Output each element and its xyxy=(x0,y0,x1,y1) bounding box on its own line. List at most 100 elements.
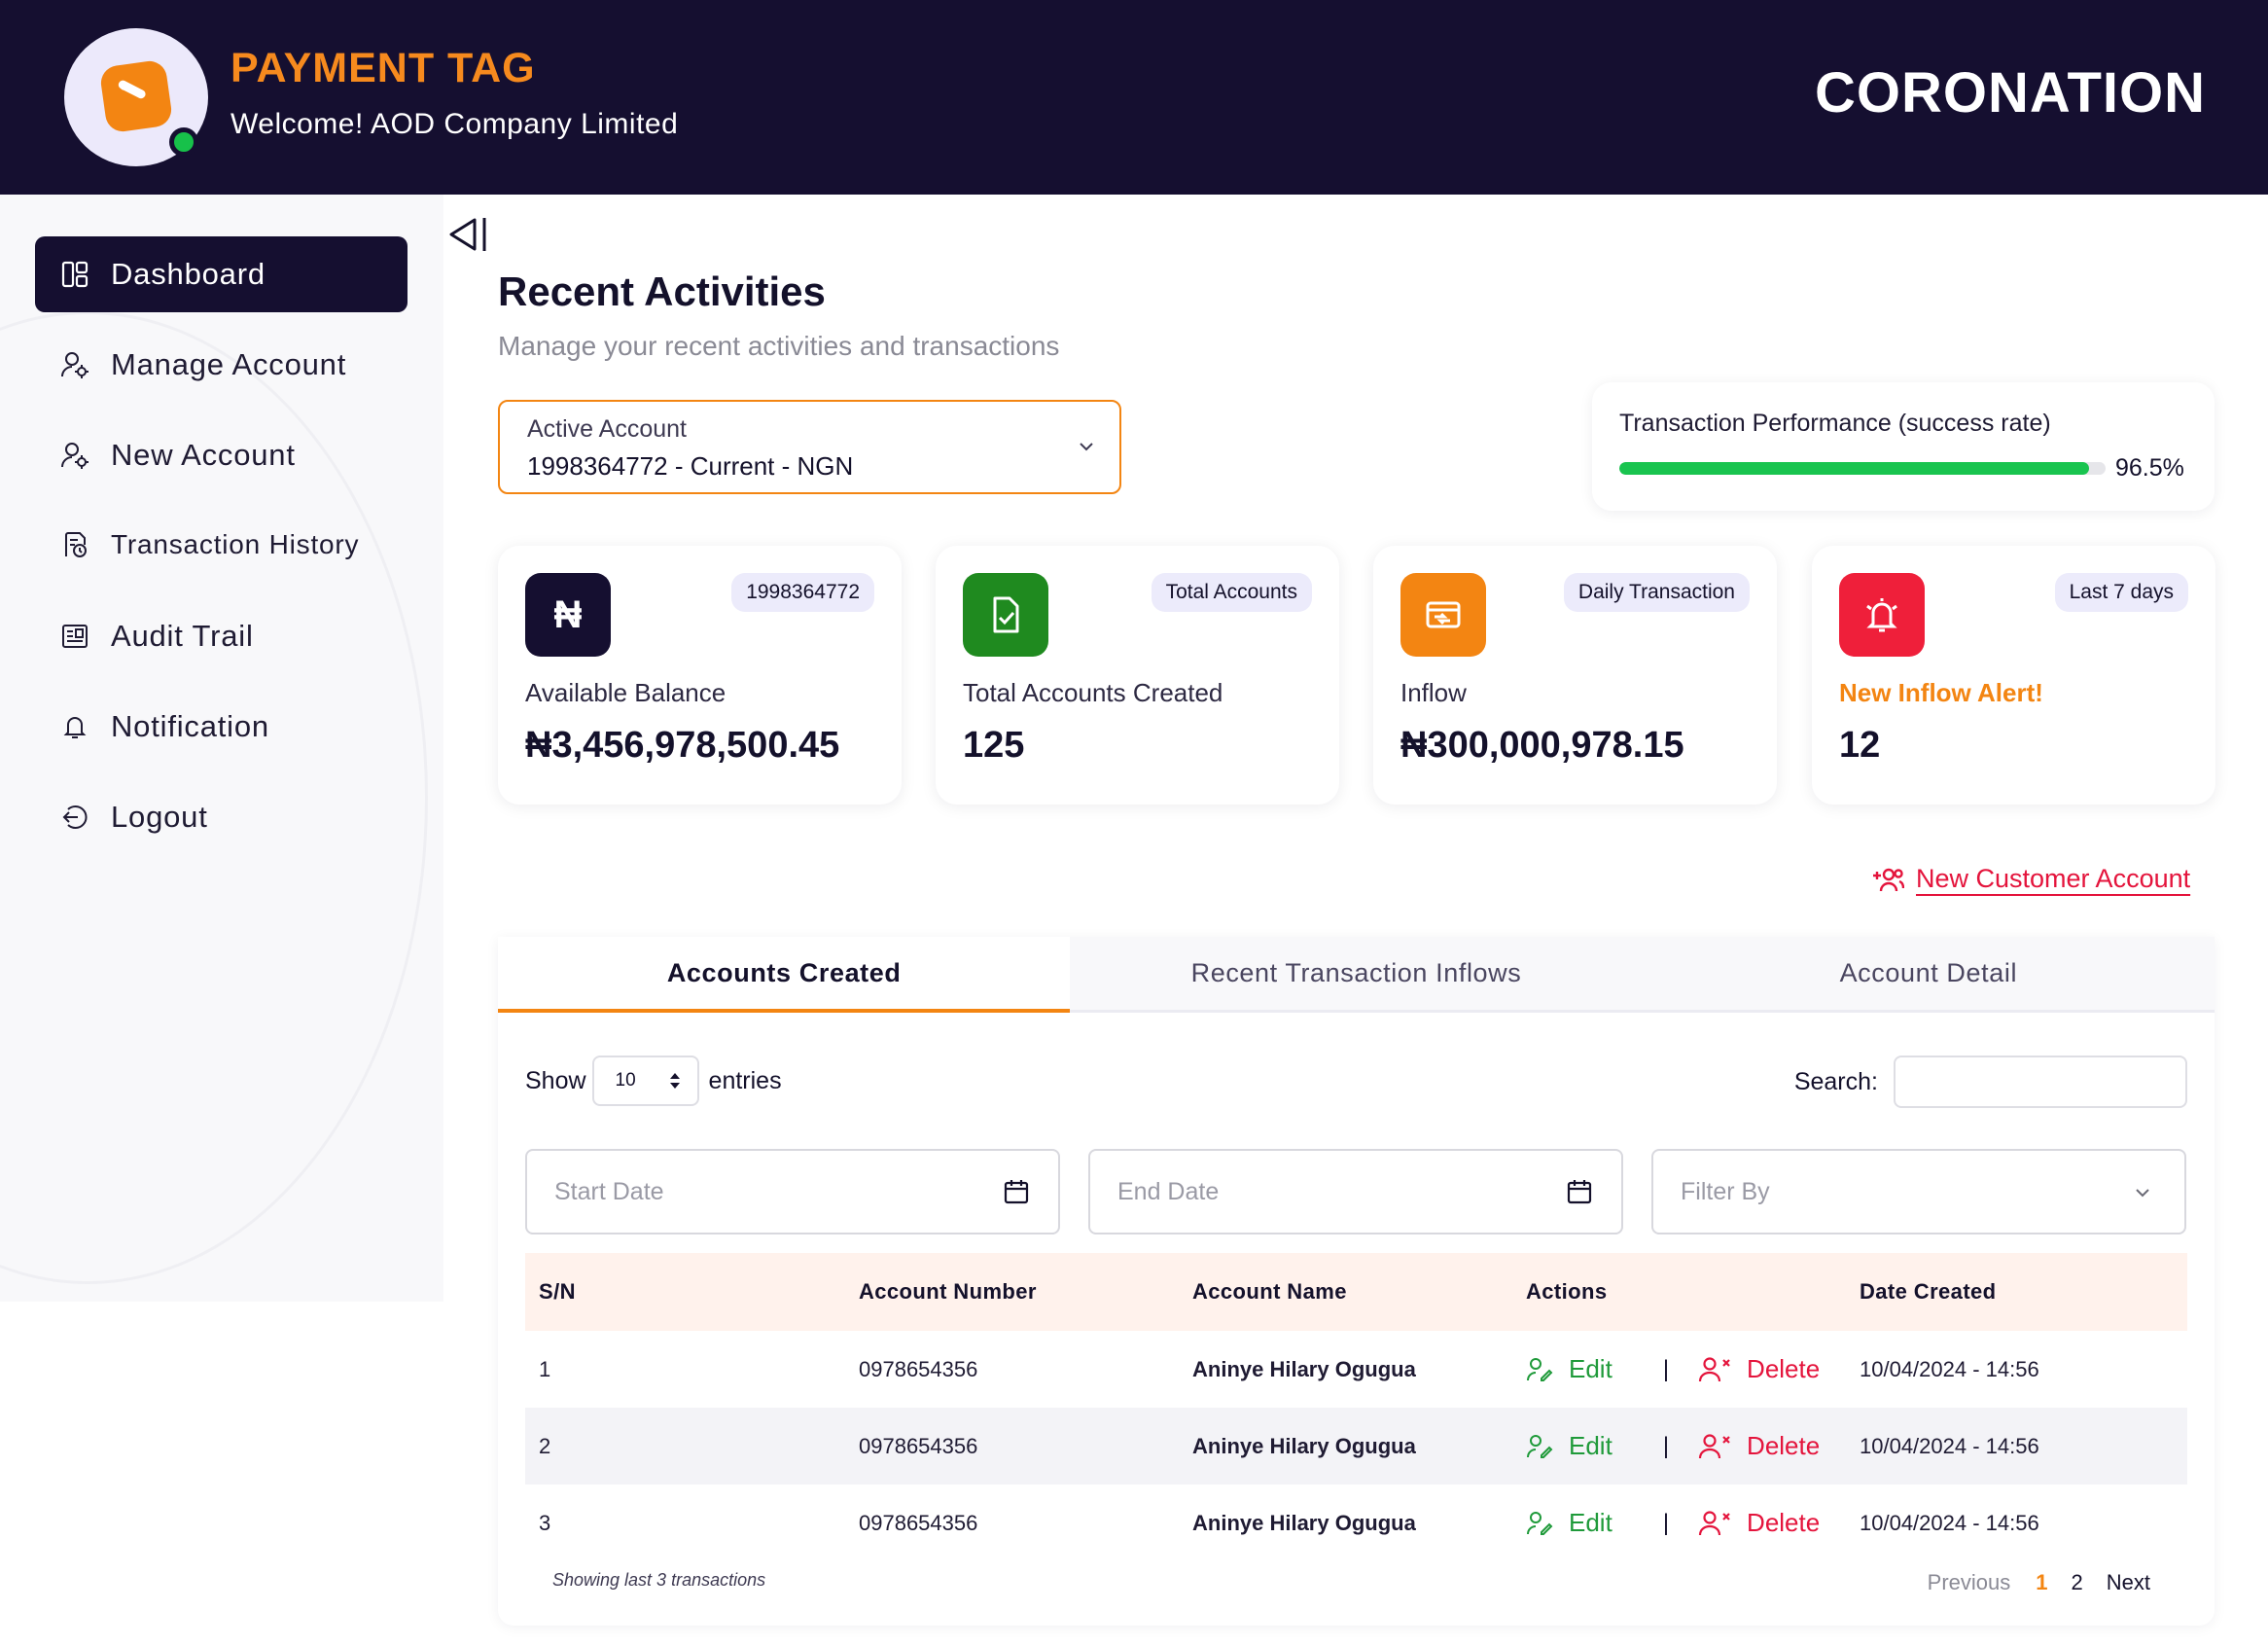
table-header: S/N Account Number Account Name Actions … xyxy=(525,1253,2187,1331)
end-date-field[interactable]: End Date xyxy=(1088,1149,1623,1234)
sidebar-item-label: New Account xyxy=(111,438,296,472)
app-logo xyxy=(64,28,208,166)
table-footer-note: Showing last 3 transactions xyxy=(552,1570,766,1590)
delete-label: Delete xyxy=(1747,1431,1821,1460)
sidebar-item-manage-account[interactable]: Manage Account xyxy=(35,327,408,403)
search-control: Search: xyxy=(1794,1056,2187,1108)
edit-label: Edit xyxy=(1569,1508,1612,1537)
entries-control: Show 10 entries xyxy=(525,1056,782,1106)
stat-value: ₦3,456,978,500.45 xyxy=(525,725,840,766)
entries-select[interactable]: 10 xyxy=(591,1056,699,1106)
end-date-placeholder: End Date xyxy=(1117,1177,1220,1205)
collapse-sidebar-icon[interactable] xyxy=(445,214,490,255)
audit-icon xyxy=(62,625,88,648)
cell-date-created: 10/04/2024 - 14:56 xyxy=(1860,1510,2039,1535)
stat-badge: Last 7 days xyxy=(2054,573,2188,612)
active-account-label: Active Account xyxy=(527,415,687,443)
sidebar-item-label: Manage Account xyxy=(111,347,347,381)
column-header[interactable]: S/N xyxy=(539,1279,576,1304)
pagination-page[interactable]: 2 xyxy=(2071,1570,2083,1594)
table-row: 2 0978654356 Aninye Hilary Ogugua Edit |… xyxy=(525,1408,2187,1485)
user-edit-icon xyxy=(1527,1357,1553,1381)
sidebar-item-dashboard[interactable]: Dashboard xyxy=(35,236,408,312)
tab-recent-transaction-inflows[interactable]: Recent Transaction Inflows xyxy=(1190,958,1522,987)
start-date-field[interactable]: Start Date xyxy=(525,1149,1060,1234)
bell-alert-icon xyxy=(1839,573,1925,657)
user-edit-icon xyxy=(1527,1511,1553,1535)
user-remove-icon xyxy=(1698,1356,1730,1381)
tab-accounts-created[interactable]: Accounts Created xyxy=(498,937,1071,1013)
search-label: Search: xyxy=(1793,1067,1878,1095)
pagination-page[interactable]: 1 xyxy=(2036,1570,2048,1594)
page-title: Recent Activities xyxy=(498,268,826,314)
sidebar-item-label: Dashboard xyxy=(111,257,266,291)
sidebar-item-notification[interactable]: Notification xyxy=(35,689,408,765)
top-header: PAYMENT TAG Welcome! AOD Company Limited… xyxy=(0,0,2268,195)
sidebar-item-transaction-history[interactable]: Transaction History xyxy=(35,507,408,583)
logout-icon xyxy=(62,805,88,829)
search-input[interactable] xyxy=(1894,1056,2187,1108)
chevron-down-icon xyxy=(1080,443,1093,451)
filter-by-select[interactable]: Filter By xyxy=(1651,1149,2186,1234)
stat-value: 12 xyxy=(1839,725,1881,766)
pagination-next[interactable]: Next xyxy=(2106,1570,2150,1594)
calendar-icon xyxy=(1567,1180,1592,1204)
stat-card-balance: ₦ 1998364772 Available Balance ₦3,456,97… xyxy=(498,546,902,805)
delete-button[interactable]: Delete xyxy=(1698,1508,1820,1538)
pagination-previous[interactable]: Previous xyxy=(1927,1570,2011,1594)
file-check-icon xyxy=(963,573,1048,657)
performance-value: 96.5% xyxy=(2115,454,2184,482)
welcome-message: Welcome! AOD Company Limited xyxy=(230,108,679,140)
action-separator: | xyxy=(1662,1355,1670,1382)
naira-icon: ₦ xyxy=(525,573,611,657)
stat-label: Total Accounts Created xyxy=(963,678,1223,707)
history-icon xyxy=(65,532,87,557)
sidebar-item-label: Notification xyxy=(111,709,269,743)
dashboard-icon xyxy=(61,261,89,288)
sidebar-item-label: Audit Trail xyxy=(111,619,254,653)
entries-label: entries xyxy=(708,1066,782,1094)
tab-account-detail[interactable]: Account Detail xyxy=(1839,958,2018,987)
chevron-down-icon xyxy=(2136,1189,2149,1198)
show-label: Show xyxy=(525,1066,586,1094)
edit-button[interactable]: Edit xyxy=(1526,1354,1612,1384)
filter-by-placeholder: Filter By xyxy=(1681,1177,1770,1205)
transfer-icon xyxy=(1400,573,1486,657)
stat-card-total-accounts: Total Accounts Total Accounts Created 12… xyxy=(936,546,1339,805)
cell-date-created: 10/04/2024 - 14:56 xyxy=(1860,1433,2039,1458)
calendar-icon xyxy=(1004,1180,1029,1204)
delete-label: Delete xyxy=(1747,1508,1821,1537)
cell-actions: Edit | Delete xyxy=(1526,1508,1860,1538)
cell-account-name: Aninye Hilary Ogugua xyxy=(1192,1356,1416,1381)
cell-account-number: 0978654356 xyxy=(859,1433,978,1458)
column-header[interactable]: Account Name xyxy=(1192,1279,1347,1304)
sidebar-item-new-account[interactable]: New Account xyxy=(35,417,408,493)
active-account-value: 1998364772 - Current - NGN xyxy=(527,451,854,481)
sidebar: Dashboard Manage Account New Account Tra… xyxy=(0,195,443,1302)
stat-card-inflow-alert: Last 7 days New Inflow Alert! 12 xyxy=(1812,546,2215,805)
column-header[interactable]: Date Created xyxy=(1860,1279,1997,1304)
active-account-select[interactable]: Active Account 1998364772 - Current - NG… xyxy=(498,400,1121,494)
cell-date-created: 10/04/2024 - 14:56 xyxy=(1860,1356,2039,1381)
sort-arrows-icon xyxy=(669,1073,680,1089)
edit-button[interactable]: Edit xyxy=(1526,1431,1612,1461)
sidebar-item-logout[interactable]: Logout xyxy=(35,779,408,855)
delete-button[interactable]: Delete xyxy=(1698,1431,1820,1461)
accounts-panel: Accounts Created Recent Transaction Infl… xyxy=(498,937,2215,1626)
delete-button[interactable]: Delete xyxy=(1698,1354,1820,1384)
edit-label: Edit xyxy=(1569,1431,1612,1460)
edit-button[interactable]: Edit xyxy=(1526,1508,1612,1538)
cell-account-number: 0978654356 xyxy=(859,1510,978,1535)
stat-label: Inflow xyxy=(1400,678,1467,707)
stat-label: New Inflow Alert! xyxy=(1839,678,2043,707)
tab-bar: Accounts Created Recent Transaction Infl… xyxy=(498,937,2215,1013)
new-customer-account-link[interactable]: New Customer Account xyxy=(1871,864,2190,894)
transaction-performance-card: Transaction Performance (success rate) 9… xyxy=(1592,382,2215,511)
sidebar-item-label: Logout xyxy=(111,800,208,834)
cell-sn: 3 xyxy=(539,1510,551,1535)
entries-value: 10 xyxy=(615,1070,636,1091)
cell-sn: 2 xyxy=(539,1433,551,1458)
sidebar-item-audit-trail[interactable]: Audit Trail xyxy=(35,598,408,674)
column-header[interactable]: Account Number xyxy=(859,1279,1037,1304)
cell-actions: Edit | Delete xyxy=(1526,1431,1860,1461)
